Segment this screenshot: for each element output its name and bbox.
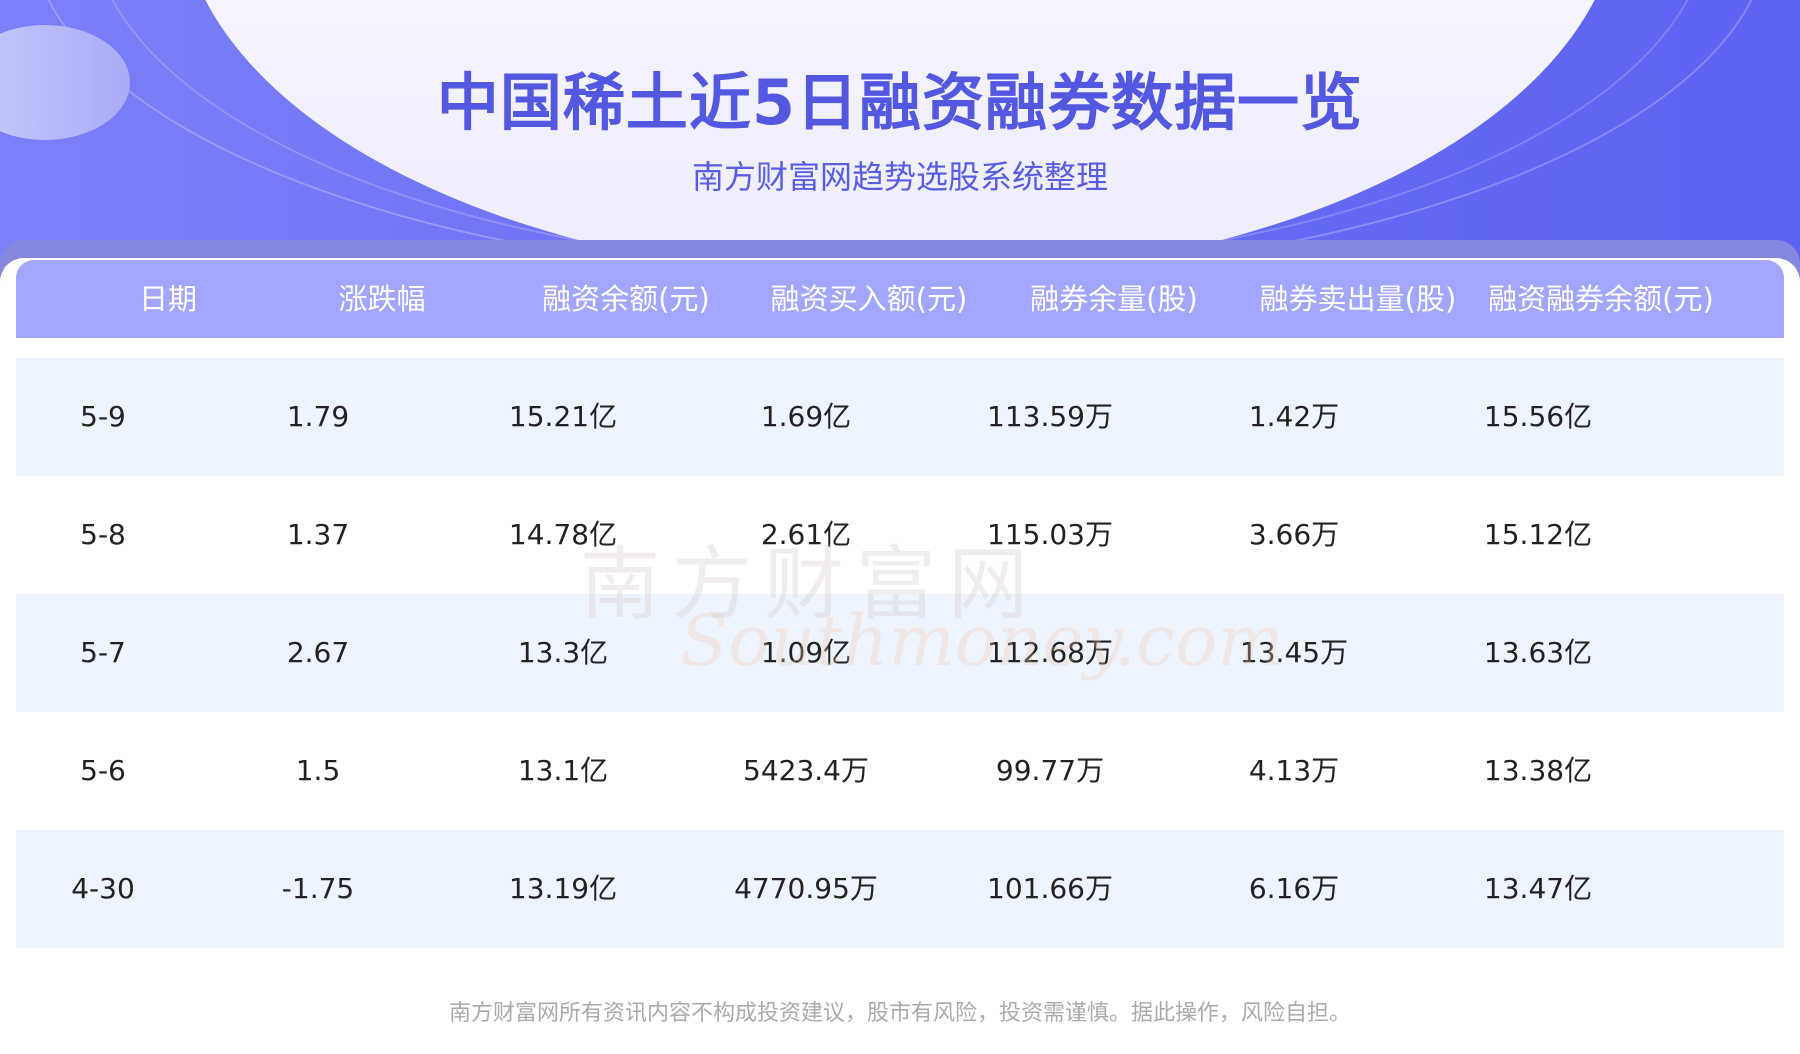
table-row: 5-7 2.67 13.3亿 1.09亿 112.68万 13.45万 13.63亿 <box>16 594 1784 712</box>
column-header: 融券卖出量(股) <box>1259 282 1457 316</box>
table-row: 5-6 1.5 13.1亿 5423.4万 99.77万 4.13万 13.38亿 <box>16 712 1784 830</box>
column-header: 涨跌幅 <box>338 282 426 316</box>
table-cell: 15.21亿 <box>508 400 618 433</box>
table-cell: 99.77万 <box>995 754 1105 787</box>
table-row: 4-30 -1.75 13.19亿 4770.95万 101.66万 6.16万 13.47… <box>16 830 1784 948</box>
page-title: 中国稀土近5日融资融券数据一览 <box>436 66 1364 139</box>
table-cell: 1.37 <box>286 518 350 551</box>
table-cell: 6.16万 <box>1248 872 1340 905</box>
table-row: 5-9 1.79 15.21亿 1.69亿 113.59万 1.42万 15.56亿 <box>16 358 1784 476</box>
table-cell: 13.38亿 <box>1483 754 1593 787</box>
table-cell: 13.63亿 <box>1483 636 1593 669</box>
column-header: 融资融券余额(元) <box>1488 282 1714 316</box>
table-cell: 5-7 <box>80 636 126 669</box>
table-cell: -1.75 <box>281 872 355 905</box>
table-cell: 2.67 <box>286 636 350 669</box>
table-cell: 5-8 <box>80 518 126 551</box>
table-cell: 113.59万 <box>987 400 1113 433</box>
header-background <box>0 0 1800 280</box>
table-cell: 3.66万 <box>1248 518 1340 551</box>
table-cell: 13.47亿 <box>1483 872 1593 905</box>
table-cell: 15.56亿 <box>1483 400 1593 433</box>
table-cell: 112.68万 <box>987 636 1113 669</box>
table-cell: 5-9 <box>80 400 126 433</box>
column-header: 融资余额(元) <box>542 282 710 316</box>
table-cell: 2.61亿 <box>760 518 852 551</box>
column-header: 融资买入额(元) <box>770 282 968 316</box>
table-cell: 115.03万 <box>987 518 1113 551</box>
table-cell: 4-30 <box>71 872 135 905</box>
table-cell: 15.12亿 <box>1483 518 1593 551</box>
table-cell: 1.5 <box>295 754 341 787</box>
table-cell: 13.1亿 <box>517 754 609 787</box>
table-cell: 13.45万 <box>1239 636 1349 669</box>
table-cell: 14.78亿 <box>508 518 618 551</box>
table-cell: 4.13万 <box>1248 754 1340 787</box>
column-header: 日期 <box>138 282 198 316</box>
disclaimer: 南方财富网所有资讯内容不构成投资建议，股市有风险，投资需谨慎。据此操作，风险自担… <box>448 1001 1351 1026</box>
page-subtitle: 南方财富网趋势选股系统整理 <box>691 158 1108 196</box>
table-cell: 4770.95万 <box>734 872 878 905</box>
table-cell: 5-6 <box>80 754 126 787</box>
table-cell: 1.69亿 <box>760 400 852 433</box>
column-header: 融券余量(股) <box>1030 282 1198 316</box>
table-cell: 1.79 <box>286 400 350 433</box>
decor-blob <box>0 25 130 140</box>
watermark-en: Southmoney.com <box>680 600 1284 682</box>
watermark: 南方财富网 <box>580 538 1040 631</box>
table-cell: 13.3亿 <box>517 636 609 669</box>
table-cell: 5423.4万 <box>743 754 869 787</box>
table-header: 日期 涨跌幅 融资余额(元) 融资买入额(元) 融券余量(股) 融券卖出量(股) 融资融券余… <box>16 260 1784 338</box>
table-cell: 1.09亿 <box>760 636 852 669</box>
table-row: 5-8 1.37 14.78亿 2.61亿 115.03万 3.66万 15.12亿 <box>16 476 1784 594</box>
table-cell: 13.19亿 <box>508 872 618 905</box>
table-cell: 1.42万 <box>1248 400 1340 433</box>
table-cell: 101.66万 <box>987 872 1113 905</box>
